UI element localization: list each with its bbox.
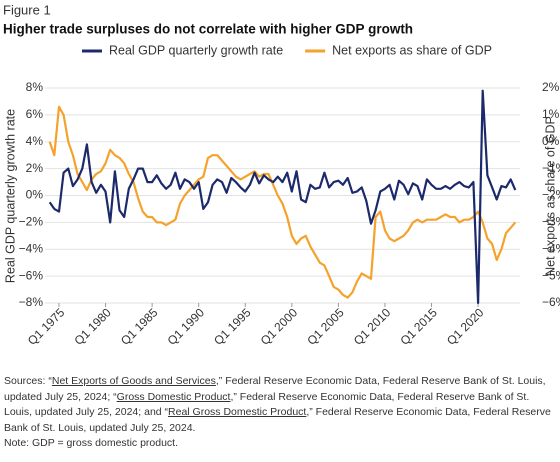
x-tick-label: Q1 1990 xyxy=(165,305,208,348)
x-tick-label: Q1 1975 xyxy=(25,305,68,348)
y2-tick-label: 0% xyxy=(542,134,560,148)
y-tick-label: 4% xyxy=(26,134,44,148)
y-tick-label: 0% xyxy=(26,188,44,202)
y-tick-label: −6% xyxy=(19,268,44,282)
source-text: ,” Federal Reserve Economic Data, Federa… xyxy=(4,390,530,419)
x-tick-label: Q1 2005 xyxy=(304,305,347,348)
y2-tick-label: −4% xyxy=(542,241,560,255)
source-link[interactable]: Real Gross Domestic Product xyxy=(168,406,307,418)
y2-tick-label: −6% xyxy=(542,295,560,309)
y-tick-label: 8% xyxy=(26,80,44,94)
source-link[interactable]: Gross Domestic Product xyxy=(116,390,231,403)
y2-tick-label: 1% xyxy=(542,107,560,121)
note: Note: GDP = gross domestic product. xyxy=(4,437,179,449)
chart: Figure 1 Higher trade surpluses do not c… xyxy=(3,2,560,348)
y2-tick-label: −3% xyxy=(542,215,560,229)
y2-tick-label: −2% xyxy=(542,188,560,202)
chart-title: Higher trade surpluses do not correlate … xyxy=(3,22,413,37)
source-text: Sources: “ xyxy=(4,375,52,387)
y2-axis-label: Net exports as share of GDP xyxy=(543,116,557,276)
x-tick-label: Q1 1980 xyxy=(71,305,114,348)
sources: Sources: “Net Exports of Goods and Servi… xyxy=(4,374,556,452)
y2-tick-label: 2% xyxy=(542,80,560,94)
y-tick-label: −2% xyxy=(19,215,44,229)
y-axis-label: Real GDP quarterly growth rate xyxy=(3,109,17,283)
legend-label: Net exports as share of GDP xyxy=(332,43,492,57)
figure-label: Figure 1 xyxy=(3,2,51,17)
x-tick-label: Q1 2000 xyxy=(258,305,301,348)
y-tick-label: −8% xyxy=(19,295,44,309)
x-tick-label: Q1 1985 xyxy=(118,305,161,348)
y-tick-label: 2% xyxy=(26,161,44,175)
source-text: ,” Federal Reserve Economic Data, Federa… xyxy=(4,375,546,403)
series-line xyxy=(48,105,517,299)
x-tick-label: Q1 1995 xyxy=(211,305,254,348)
y-tick-label: −4% xyxy=(19,241,44,255)
y2-tick-label: −1% xyxy=(542,161,560,175)
y-tick-label: 6% xyxy=(26,107,44,121)
x-tick-label: Q1 2015 xyxy=(397,305,440,348)
source-text: ,” Federal Reserve Economic Data, Federa… xyxy=(4,406,551,434)
legend-label: Real GDP quarterly growth rate xyxy=(109,43,283,57)
y2-tick-label: −5% xyxy=(542,268,560,282)
source-link[interactable]: Net Exports of Goods and Services xyxy=(51,375,216,387)
x-tick-label: Q1 2010 xyxy=(351,305,394,348)
series-line xyxy=(48,89,517,305)
x-tick-label: Q1 2020 xyxy=(444,305,487,348)
